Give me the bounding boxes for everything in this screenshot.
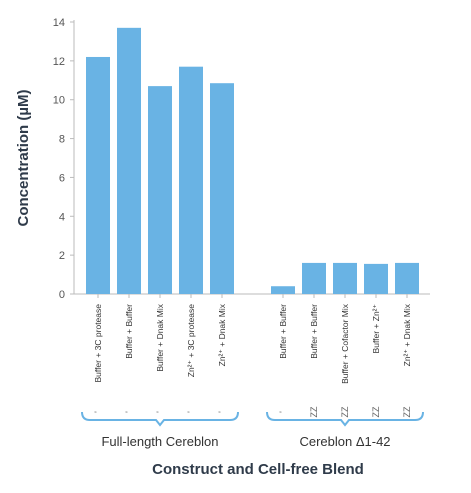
y-tick-label: 2 — [59, 250, 65, 262]
group-bracket — [81, 411, 239, 427]
x-axis-title: Construct and Cell-free Blend — [152, 461, 364, 478]
bar-marker: ' — [217, 411, 227, 413]
bar-marker: ZZ — [402, 406, 412, 417]
bar-marker: ' — [186, 411, 196, 413]
bar — [86, 56, 110, 294]
bar — [210, 83, 234, 294]
y-axis-title: Concentration (µM) — [15, 90, 32, 227]
bar — [117, 27, 141, 294]
category-label: Buffer + Buffer — [124, 304, 134, 359]
bar — [271, 286, 295, 294]
y-tick-label: 10 — [53, 95, 65, 107]
bar-marker: ' — [278, 411, 288, 413]
category-label: Buffer + Buffer — [309, 304, 319, 359]
category-label: Buffer + Buffer — [278, 304, 288, 359]
category-label: Zn²⁺ + 3C protease — [186, 304, 196, 378]
category-label: Zn²⁺ + Dnak Mix — [402, 303, 412, 366]
group-bracket — [266, 411, 424, 427]
bar-marker: ' — [124, 411, 134, 413]
bar — [333, 262, 357, 294]
category-label: Buffer + Zn²⁺ — [371, 304, 381, 353]
bar-marker: ZZ — [371, 406, 381, 417]
y-tick-label: 0 — [59, 289, 65, 301]
bar — [179, 66, 203, 294]
bar-marker: ZZ — [340, 406, 350, 417]
x-category-labels: Buffer + 3C protease ' Buffer + Buffer ' Buf… — [93, 294, 412, 418]
bar — [395, 262, 419, 294]
y-tick-label: 14 — [53, 17, 65, 29]
bar — [148, 86, 172, 294]
group-brackets: Full-length Cereblon Cereblon Δ1-42 — [81, 411, 424, 449]
group-label: Full-length Cereblon — [101, 434, 218, 449]
category-label: Zn²⁺ + Dnak Mix — [217, 303, 227, 366]
group-label: Cereblon Δ1-42 — [299, 434, 390, 449]
category-label: Buffer + 3C protease — [93, 304, 103, 383]
y-tick-label: 8 — [59, 134, 65, 146]
bar — [364, 263, 388, 294]
bar-marker: ZZ — [309, 406, 319, 417]
y-tick-label: 6 — [59, 172, 65, 184]
bar — [302, 262, 326, 294]
y-tick-label: 12 — [53, 56, 65, 68]
category-label: Buffer + Dnak Mix — [155, 303, 165, 371]
y-tick-label: 4 — [59, 211, 65, 223]
bar-marker: ' — [93, 411, 103, 413]
bar-marker: ' — [155, 411, 165, 413]
bars — [86, 27, 419, 294]
category-label: Buffer + Cofactor Mix — [340, 303, 350, 384]
